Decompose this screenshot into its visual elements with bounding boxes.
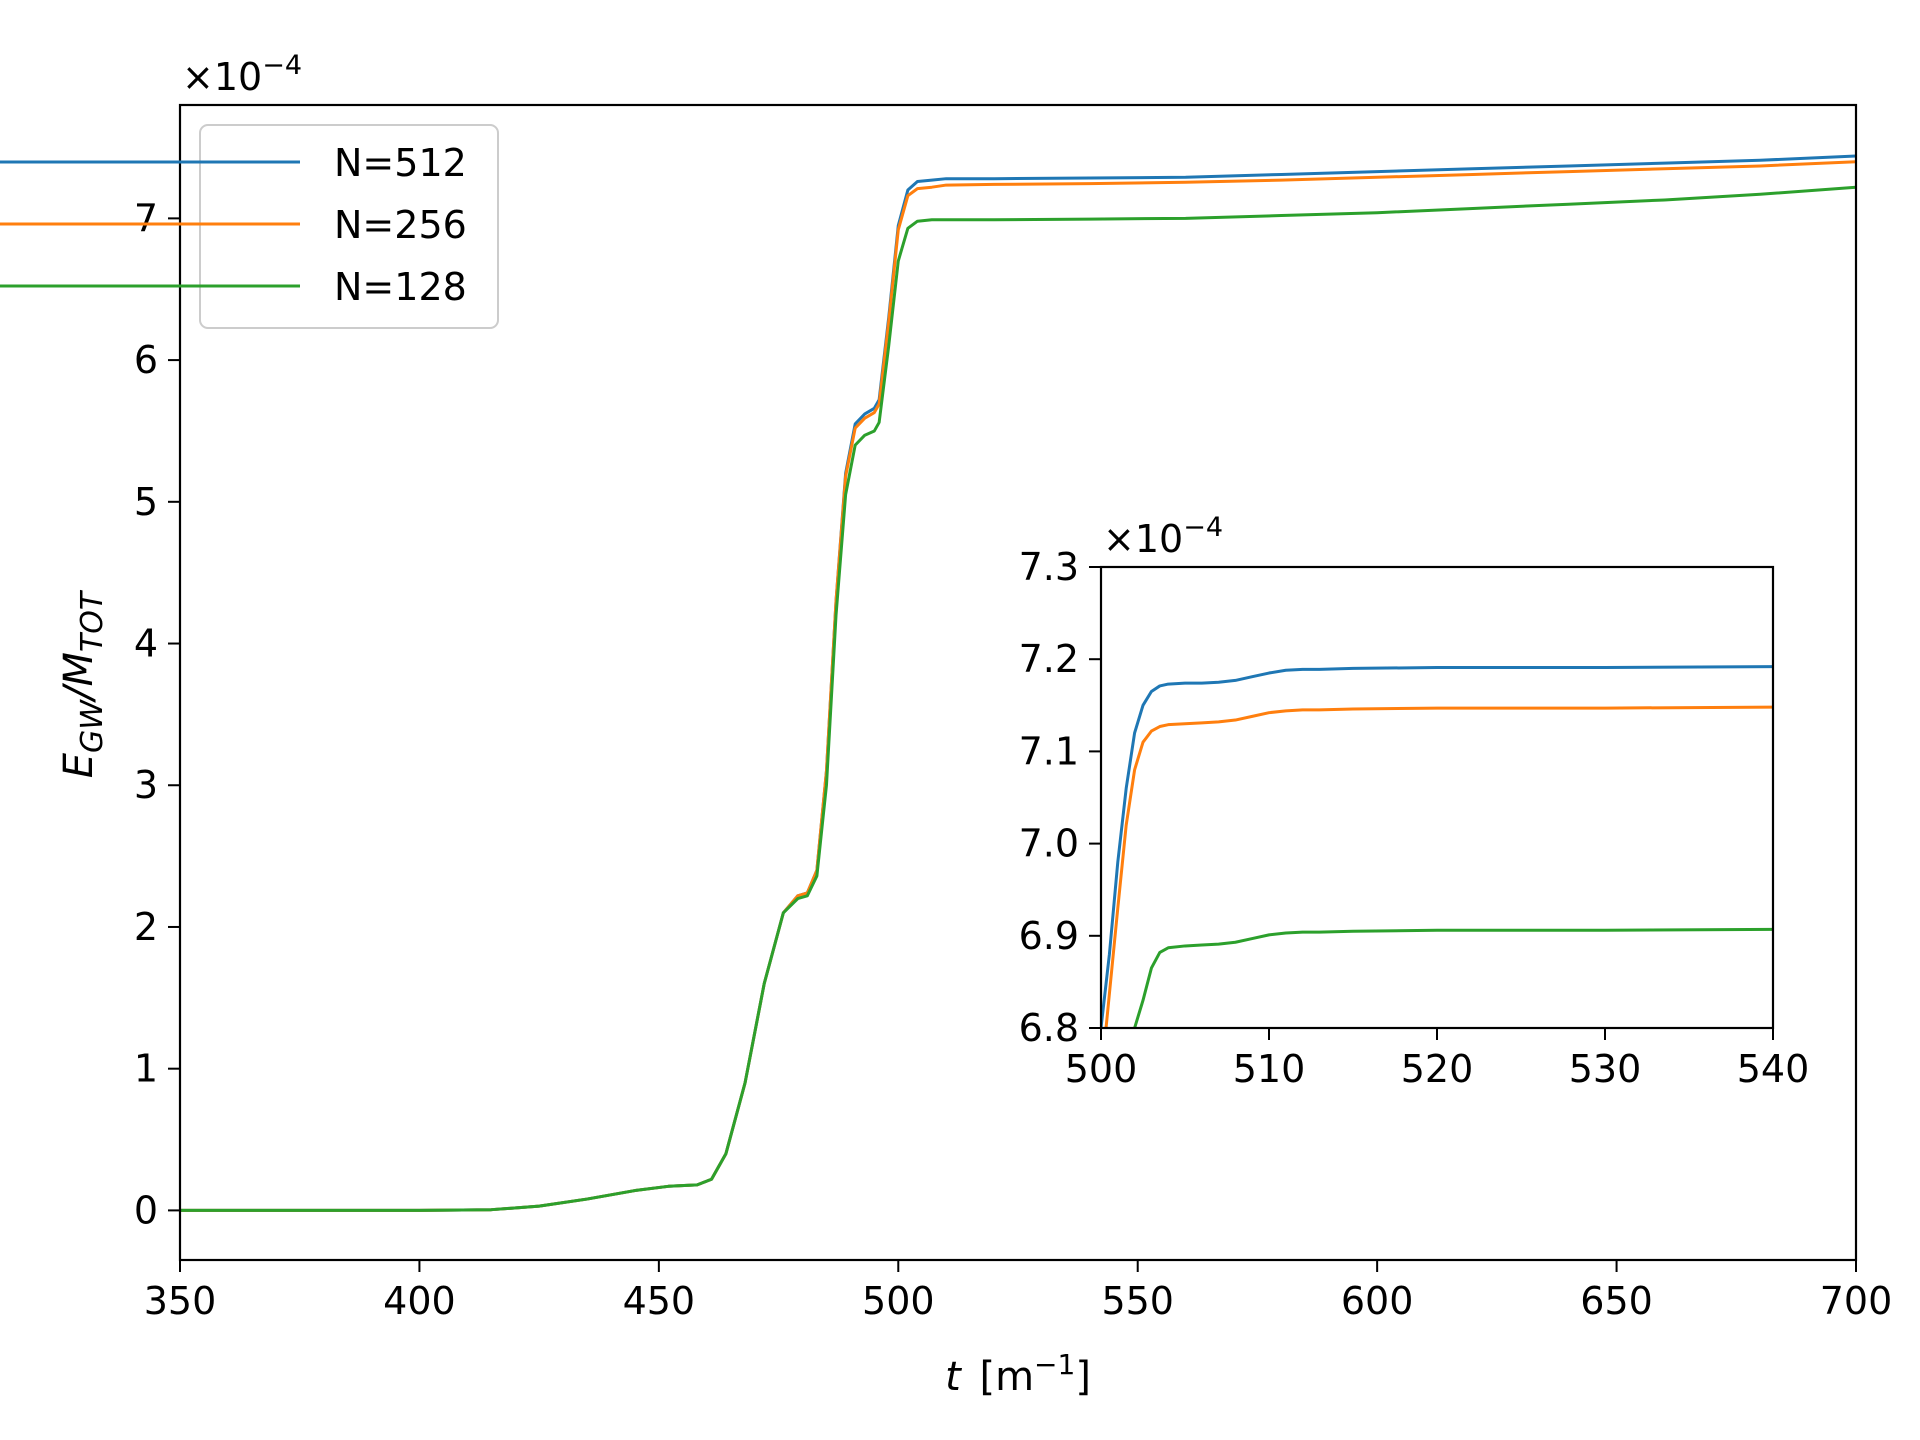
inset-y-tick-label: 7.1 (1019, 729, 1079, 773)
x-axis-unit: [m (979, 1354, 1034, 1400)
inset-x-tick-label: 520 (1401, 1047, 1474, 1091)
inset-y-tick-label: 6.9 (1019, 914, 1079, 958)
inset-x-tick-label: 530 (1569, 1047, 1642, 1091)
inset-plot: 500 510 520 530 540 6.8 6.9 7.0 7.1 7.2 7.3 ×10−4 (1019, 512, 1810, 1091)
legend-label-n512: N=512 (334, 141, 467, 185)
main-multiplier: ×10−4 (182, 50, 302, 99)
inset-x-tick-label: 500 (1065, 1047, 1138, 1091)
inset-background (1101, 567, 1773, 1028)
x-axis-title: t [m−1] (945, 1348, 1091, 1400)
main-y-tick-label: 2 (134, 905, 158, 949)
inset-y-ticks: 6.8 6.9 7.0 7.1 7.2 7.3 (1019, 545, 1101, 1050)
inset-multiplier: ×10−4 (1103, 512, 1223, 561)
main-x-tick-label: 650 (1580, 1279, 1653, 1323)
inset-y-tick-label: 6.8 (1019, 1006, 1079, 1050)
main-x-tick-label: 350 (144, 1279, 217, 1323)
main-x-tick-label: 450 (623, 1279, 696, 1323)
main-y-ticks: 0 1 2 3 4 5 6 7 (134, 196, 180, 1232)
y-axis-title: EGW/MTOT (56, 589, 110, 778)
main-y-tick-label: 1 (134, 1047, 158, 1091)
inset-series-line-n256 (1104, 705, 1773, 1028)
main-x-ticks: 350 400 450 500 550 600 650 700 (144, 1260, 1893, 1323)
inset-y-tick-label: 7.3 (1019, 545, 1079, 589)
legend: N=512 N=256 N=128 (0, 124, 499, 329)
inset-y-tick-label: 7.0 (1019, 822, 1079, 866)
legend-label-n128: N=128 (334, 265, 467, 309)
main-x-tick-label: 700 (1820, 1279, 1893, 1323)
main-y-tick-label: 6 (134, 338, 158, 382)
main-y-tick-label: 3 (134, 763, 158, 807)
main-x-tick-label: 500 (862, 1279, 935, 1323)
main-y-tick-label: 7 (134, 196, 158, 240)
inset-x-tick-label: 540 (1737, 1047, 1810, 1091)
legend-label-n256: N=256 (334, 203, 467, 247)
inset-x-ticks: 500 510 520 530 540 (1065, 1028, 1810, 1091)
inset-series-line-n512 (1101, 665, 1773, 1028)
main-plot-frame (178, 103, 1858, 1262)
main-x-tick-label: 600 (1341, 1279, 1414, 1323)
main-y-tick-label: 5 (134, 480, 158, 524)
main-series-line-n128 (180, 185, 1856, 1212)
main-series-group (180, 154, 1856, 1212)
inset-y-tick-label: 7.2 (1019, 637, 1079, 681)
main-x-tick-label: 550 (1101, 1279, 1174, 1323)
inset-series-group (1101, 665, 1773, 1028)
legend-box (199, 124, 499, 329)
inset-series-line-n128 (1133, 927, 1773, 1028)
main-y-tick-label: 4 (134, 622, 158, 666)
main-x-tick-label: 400 (383, 1279, 456, 1323)
inset-x-tick-label: 510 (1233, 1047, 1306, 1091)
main-y-tick-label: 0 (134, 1188, 158, 1232)
